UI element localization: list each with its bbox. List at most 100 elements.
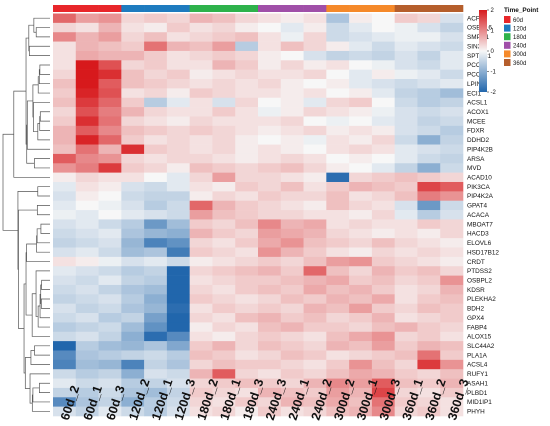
heatmap-cell-MID1IP1-180d_3 — [235, 397, 259, 407]
heatmap-cell-PIK3CA-360d_1 — [394, 181, 418, 192]
heatmap-cell-PIK3CA-120d_2 — [121, 181, 145, 192]
heatmap-cell-HACD3-300d_1 — [349, 228, 373, 239]
heatmap-cell-PIP4K2A-120d_1 — [144, 191, 168, 202]
heatmap-cell-MBOAT7-360d_3 — [440, 219, 464, 230]
dendrogram-branch — [39, 382, 50, 393]
heatmap-cell-PLEKHA2-60d_1 — [75, 294, 99, 304]
heatmap-cell-PCCB-300d_1 — [349, 69, 373, 80]
heatmap-cell-PCCA-180d_2 — [189, 60, 213, 70]
heatmap-cell-MVD-120d_3 — [166, 163, 190, 173]
heatmap-cell-PCCA-240d_2 — [303, 60, 327, 70]
heatmap-cell-FABP4-180d_2 — [189, 322, 213, 333]
heatmap-cell-SLC44A2-180d_2 — [189, 341, 213, 351]
dendrogram-branch — [36, 205, 50, 216]
heatmap-cell-OSBPL2-60d_1 — [75, 275, 99, 286]
dendrogram-branch — [32, 387, 50, 403]
heatmap-cell-ACAD10-120d_3 — [166, 172, 190, 183]
heatmap-cell-BDH2-180d_2 — [189, 303, 213, 314]
heatmap-cell-KDSR-360d_2 — [417, 284, 441, 295]
heatmap-cell-ACACA-180d_1 — [212, 210, 236, 220]
heatmap-cell-PTDSS2-120d_1 — [144, 266, 168, 276]
heatmap-cell-PHYH-180d_1 — [212, 406, 236, 417]
row-label-MBOAT7: MBOAT7 — [467, 221, 493, 228]
heatmap-cell-ACACA-120d_2 — [121, 210, 145, 220]
heatmap-cell-PLA1A-180d_1 — [212, 350, 236, 361]
heatmap-cell-GPX4-120d_1 — [144, 313, 168, 323]
dendrogram-branch — [26, 100, 50, 150]
heatmap-cell-ECI1-360d_2 — [417, 88, 441, 99]
heatmap-cell-HACD3-240d_3 — [258, 228, 282, 239]
heatmap-cell-PTDSS2-300d_1 — [349, 266, 373, 276]
heatmap-cell-ELOVL6-240d_1 — [280, 238, 304, 248]
heatmap-cell-PTDSS2-240d_2 — [303, 266, 327, 276]
dendrogram-branch — [38, 69, 50, 85]
heatmap-cell-ACSL1-60d_2 — [53, 97, 77, 108]
scale-tick-label-1: 1 — [491, 29, 495, 35]
heatmap-cell-ALOX15-360d_1 — [394, 331, 418, 342]
heatmap-cell-ACSL4-120d_1 — [144, 359, 168, 370]
heatmap-cell-FABP4-120d_1 — [144, 322, 168, 333]
heatmap-cell-DDHD2-300d_2 — [326, 135, 350, 145]
heatmap-cell-ASAH1-240d_1 — [280, 378, 304, 389]
heatmap-cell-RUFY1-360d_1 — [394, 369, 418, 379]
heatmap-cell-PIK3CA-240d_3 — [258, 181, 282, 192]
annotation-cell-360d_1 — [394, 5, 418, 12]
heatmap-cell-ECI1-240d_3 — [258, 88, 282, 99]
heatmap-cell-PIP4K2B-300d_3 — [371, 144, 395, 155]
heatmap-cell-FDXR-120d_2 — [121, 125, 145, 136]
heatmap-cell-BDH2-60d_2 — [53, 303, 77, 314]
scale-tick-label-0: 0 — [491, 49, 495, 55]
heatmap-cell-FABP4-240d_1 — [280, 322, 304, 333]
heatmap-cell-MBOAT7-120d_2 — [121, 219, 145, 230]
heatmap-cell-PIK3CA-60d_3 — [98, 181, 122, 192]
heatmap-cell-OSBPL2-300d_2 — [326, 275, 350, 286]
heatmap-cell-PLA1A-120d_2 — [121, 350, 145, 361]
heatmap-cell-ACSL1-360d_3 — [440, 97, 464, 108]
heatmap-cell-ALOX15-180d_3 — [235, 331, 259, 342]
heatmap-cell-MCEE-240d_1 — [280, 116, 304, 127]
heatmap-cell-MVD-300d_2 — [326, 163, 350, 173]
heatmap-cell-ALOX15-240d_1 — [280, 331, 304, 342]
legend-swatch-180d — [504, 33, 511, 41]
heatmap-cell-GPAT4-60d_3 — [98, 200, 122, 211]
heatmap-cell-SLC44A2-240d_3 — [258, 341, 282, 351]
heatmap-cell-LPIN1-240d_2 — [303, 79, 327, 89]
heatmap-cell-CRDT-240d_3 — [258, 256, 282, 267]
heatmap-cell-ACP6-120d_2 — [121, 13, 145, 24]
legend-label-240d: 240d — [513, 44, 526, 50]
heatmap-cell-MCEE-120d_1 — [144, 116, 168, 127]
heatmap-cell-BDH2-300d_2 — [326, 303, 350, 314]
heatmap-cell-ACSL1-240d_1 — [280, 97, 304, 108]
heatmap-cell-ACSL1-240d_3 — [258, 97, 282, 108]
heatmap-cell-SPTLC1-360d_2 — [417, 50, 441, 61]
heatmap-cell-HSD17B12-180d_3 — [235, 247, 259, 258]
heatmap-cell-SPTLC1-180d_3 — [235, 50, 259, 61]
heatmap-cell-ALOX15-300d_3 — [371, 331, 395, 342]
heatmap-cell-PTDSS2-240d_3 — [258, 266, 282, 276]
heatmap-cell-HSD17B12-240d_3 — [258, 247, 282, 258]
heatmap-cell-RUFY1-180d_3 — [235, 369, 259, 379]
heatmap-cell-MID1IP1-60d_3 — [98, 397, 122, 407]
heatmap-cell-ASAH1-300d_2 — [326, 378, 350, 389]
heatmap-cell-DDHD2-60d_2 — [53, 135, 77, 145]
heatmap-cell-PIP4K2A-120d_3 — [166, 191, 190, 202]
heatmap-cell-HSD17B12-180d_1 — [212, 247, 236, 258]
heatmap-cell-ACAD10-60d_3 — [98, 172, 122, 183]
row-label-ARSA: ARSA — [467, 156, 485, 163]
heatmap-cell-ACAD10-180d_1 — [212, 172, 236, 183]
heatmap-cell-PHYH-180d_2 — [189, 406, 213, 417]
heatmap-cell-SMPD1-120d_3 — [166, 32, 190, 42]
heatmap-cell-MBOAT7-300d_1 — [349, 219, 373, 230]
annotation-cell-180d_1 — [212, 5, 236, 12]
row-label-ACSL4: ACSL4 — [467, 362, 488, 369]
heatmap-cell-PIP4K2A-60d_3 — [98, 191, 122, 202]
heatmap-cell-ALOX15-60d_1 — [75, 331, 99, 342]
heatmap-cell-CRDT-360d_3 — [440, 256, 464, 267]
heatmap-cell-PLA1A-300d_2 — [326, 350, 350, 361]
heatmap-cell-MBOAT7-300d_3 — [371, 219, 395, 230]
heatmap-cell-FDXR-60d_3 — [98, 125, 122, 136]
heatmap-cell-SLC44A2-180d_1 — [212, 341, 236, 351]
heatmap-cell-RUFY1-240d_1 — [280, 369, 304, 379]
dendrogram-branch — [37, 76, 50, 94]
heatmap-cell-PCCA-300d_2 — [326, 60, 350, 70]
